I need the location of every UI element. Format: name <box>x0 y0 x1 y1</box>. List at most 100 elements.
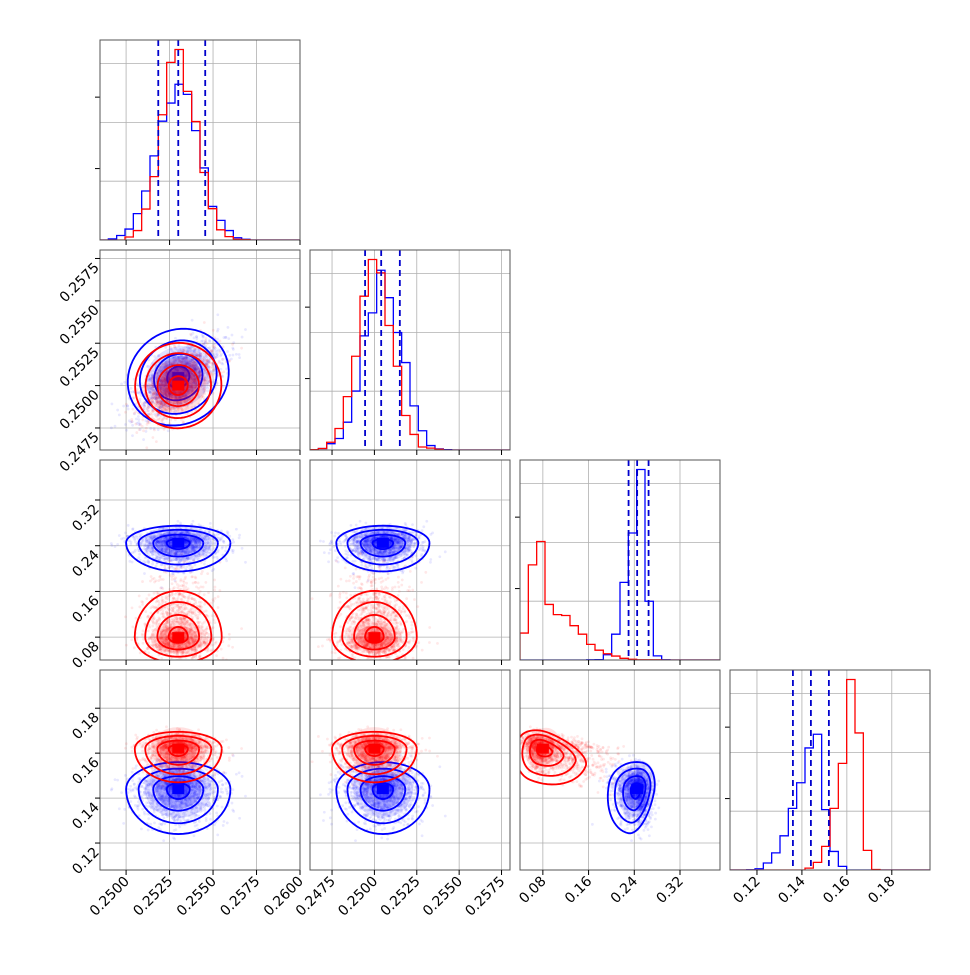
sample-point <box>200 340 203 343</box>
sample-point <box>141 580 144 583</box>
sample-point <box>133 551 136 554</box>
histogram-series_b <box>100 50 300 240</box>
sample-point <box>124 423 127 426</box>
sample-point <box>226 350 229 353</box>
sample-point <box>228 638 231 641</box>
sample-point <box>208 339 211 342</box>
sample-point <box>222 370 225 373</box>
sample-point <box>204 554 207 557</box>
sample-point <box>141 418 144 421</box>
sample-point <box>134 423 137 426</box>
y-tick-label: 0.2550 <box>57 302 103 348</box>
sample-point <box>134 537 137 540</box>
sample-point <box>232 541 235 544</box>
sample-point <box>127 524 130 527</box>
sample-point <box>133 397 136 400</box>
sample-point <box>150 611 153 614</box>
sample-point <box>213 618 216 621</box>
sample-point <box>155 415 158 418</box>
sample-point <box>118 413 121 416</box>
sample-point <box>167 429 170 432</box>
sample-point <box>128 539 131 542</box>
sample-point <box>238 353 241 356</box>
sample-point <box>161 662 164 665</box>
sample-point <box>172 587 175 590</box>
panel-2-0: 0.080.160.240.32 <box>69 460 300 675</box>
sample-point <box>161 418 164 421</box>
sample-point <box>191 319 194 322</box>
sample-point <box>210 602 213 605</box>
sample-point <box>134 410 137 413</box>
panel-0-0 <box>95 40 300 245</box>
sample-point <box>151 400 154 403</box>
sample-point <box>124 531 127 534</box>
sample-point <box>128 419 131 422</box>
sample-point <box>240 627 243 630</box>
sample-point <box>212 329 215 332</box>
sample-point <box>132 527 135 530</box>
sample-point <box>125 429 128 432</box>
sample-point <box>131 424 134 427</box>
sample-point <box>212 568 215 571</box>
sample-point <box>148 594 151 597</box>
sample-point <box>194 564 197 567</box>
sample-point <box>231 347 234 350</box>
sample-point <box>216 313 219 316</box>
sample-point <box>200 572 203 575</box>
sample-point <box>225 368 228 371</box>
sample-point <box>155 579 158 582</box>
sample-point <box>137 556 140 559</box>
sample-point <box>193 336 196 339</box>
sample-point <box>224 549 227 552</box>
sample-point <box>145 430 148 433</box>
sample-point <box>145 446 148 449</box>
sample-point <box>231 343 234 346</box>
sample-point <box>225 546 228 549</box>
sample-point <box>185 582 188 585</box>
sample-point <box>138 553 141 556</box>
sample-point <box>147 561 150 564</box>
sample-point <box>220 537 223 540</box>
sample-point <box>174 337 177 340</box>
sample-point <box>223 541 226 544</box>
sample-point <box>204 340 207 343</box>
sample-point <box>232 551 235 554</box>
sample-point <box>125 403 128 406</box>
sample-point <box>149 412 152 415</box>
sample-point <box>138 392 141 395</box>
sample-point <box>214 621 217 624</box>
sample-point <box>127 408 130 411</box>
sample-point <box>122 405 125 408</box>
panel-1-1 <box>305 250 510 455</box>
sample-point <box>139 651 142 654</box>
sample-point <box>228 354 231 357</box>
sample-point <box>227 531 230 534</box>
sample-point <box>190 666 193 669</box>
sample-point <box>137 418 140 421</box>
sample-point <box>227 326 230 329</box>
sample-point <box>184 576 187 579</box>
sample-point <box>135 431 138 434</box>
sample-point <box>241 547 244 550</box>
sample-point <box>203 563 206 566</box>
sample-point <box>131 420 134 423</box>
sample-point <box>212 369 215 372</box>
sample-point <box>155 565 158 568</box>
sample-point <box>155 419 158 422</box>
sample-point <box>138 594 141 597</box>
sample-point <box>186 565 189 568</box>
sample-point <box>211 614 214 617</box>
sample-point <box>238 536 241 539</box>
sample-point <box>111 402 114 405</box>
sample-point <box>216 330 219 333</box>
sample-point <box>177 520 180 523</box>
sample-point <box>114 545 117 548</box>
sample-point <box>214 586 217 589</box>
sample-point <box>216 338 219 341</box>
sample-point <box>114 425 117 428</box>
sample-point <box>213 556 216 559</box>
sample-point <box>144 405 147 408</box>
sample-point <box>135 417 138 420</box>
sample-point <box>140 533 143 536</box>
sample-point <box>231 334 234 337</box>
